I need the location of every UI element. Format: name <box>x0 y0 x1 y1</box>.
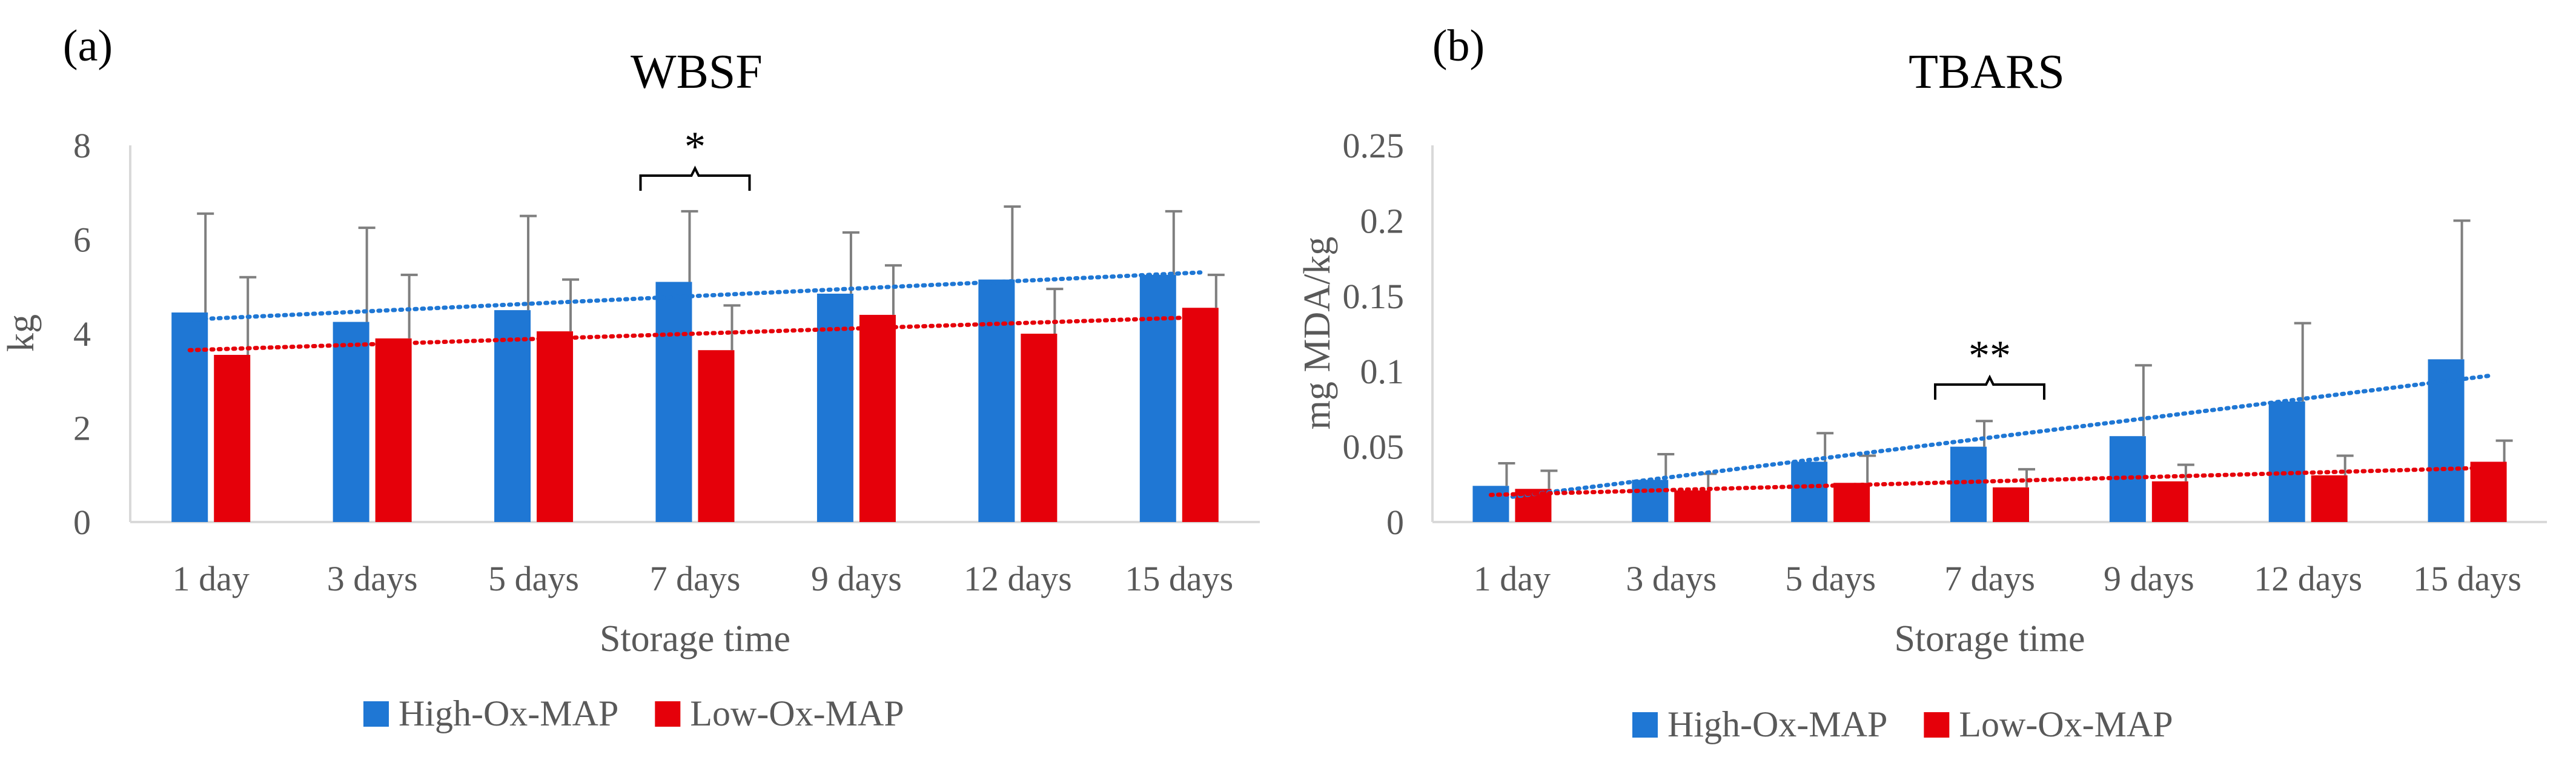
legend-swatch <box>363 701 389 727</box>
legend-swatch <box>1924 712 1950 738</box>
trend-line <box>187 270 1203 322</box>
y-axis-title: kg <box>1 314 42 352</box>
bar <box>2311 475 2348 522</box>
trend-line <box>1488 465 2491 497</box>
y-tick-label: 6 <box>73 220 91 260</box>
x-tick-label: 9 days <box>2104 559 2194 598</box>
x-tick-label: 3 days <box>327 559 418 598</box>
bar <box>2428 359 2465 522</box>
trend-line <box>187 315 1203 352</box>
y-tick-label: 0.05 <box>1343 428 1405 467</box>
bar <box>978 279 1015 522</box>
bar <box>1791 461 1828 522</box>
legend-swatch <box>1632 712 1658 738</box>
x-tick-label: 15 days <box>2413 559 2521 598</box>
legend-label: High-Ox-MAP <box>399 693 618 733</box>
significance-marker: ** <box>1968 332 2011 379</box>
bar <box>1993 487 2029 522</box>
bar <box>816 293 853 522</box>
bar <box>2470 461 2507 522</box>
x-axis-title: Storage time <box>1894 618 2085 659</box>
legend-label: High-Ox-MAP <box>1667 704 1887 744</box>
legend-label: Low-Ox-MAP <box>690 693 904 733</box>
bar <box>1182 308 1219 522</box>
significance-bracket <box>639 165 751 191</box>
legend-label: Low-Ox-MAP <box>1959 704 2173 744</box>
bar <box>2151 481 2188 522</box>
x-tick-label: 12 days <box>2254 559 2362 598</box>
bar <box>655 282 692 522</box>
y-tick-label: 0 <box>1386 503 1404 542</box>
bar <box>1472 486 1509 522</box>
bar <box>1632 480 1669 522</box>
bar <box>698 350 735 522</box>
y-tick-label: 8 <box>73 126 91 165</box>
x-tick-label: 9 days <box>811 559 902 598</box>
panel-label: (b) <box>1432 21 1485 71</box>
chart-title: WBSF <box>631 45 763 99</box>
bar <box>494 310 531 522</box>
x-tick-label: 12 days <box>964 559 1072 598</box>
x-tick-label: 7 days <box>650 559 741 598</box>
y-tick-label: 0 <box>73 503 91 542</box>
x-tick-label: 7 days <box>1944 559 2035 598</box>
x-tick-label: 15 days <box>1125 559 1233 598</box>
significance-marker: * <box>684 124 706 170</box>
bar <box>375 338 412 522</box>
bar <box>1139 274 1176 522</box>
trend-line <box>1488 374 2491 502</box>
bar <box>214 354 251 522</box>
y-tick-label: 0.1 <box>1360 352 1405 391</box>
y-tick-label: 0.15 <box>1343 277 1405 316</box>
panel-label: (a) <box>63 21 113 71</box>
bar <box>1833 483 1870 522</box>
x-tick-label: 3 days <box>1626 559 1717 598</box>
x-axis-title: Storage time <box>600 618 790 659</box>
x-tick-label: 1 day <box>173 559 250 598</box>
y-tick-label: 0.2 <box>1360 201 1405 240</box>
x-tick-label: 5 days <box>488 559 579 598</box>
bar <box>171 312 208 522</box>
bar <box>1021 334 1058 522</box>
legend-swatch <box>655 701 681 727</box>
y-tick-label: 4 <box>73 314 91 354</box>
y-axis-title: mg MDA/kg <box>1297 237 1338 430</box>
bar <box>333 322 369 522</box>
bar <box>537 331 574 522</box>
y-tick-label: 0.25 <box>1343 126 1405 165</box>
x-tick-label: 5 days <box>1785 559 1876 598</box>
bar <box>2268 401 2305 522</box>
y-tick-label: 2 <box>73 409 91 448</box>
bar <box>859 314 896 522</box>
significance-bracket <box>1934 374 2045 400</box>
x-tick-label: 1 day <box>1474 559 1551 598</box>
bar <box>1674 490 1711 522</box>
chart-title: TBARS <box>1909 45 2065 99</box>
